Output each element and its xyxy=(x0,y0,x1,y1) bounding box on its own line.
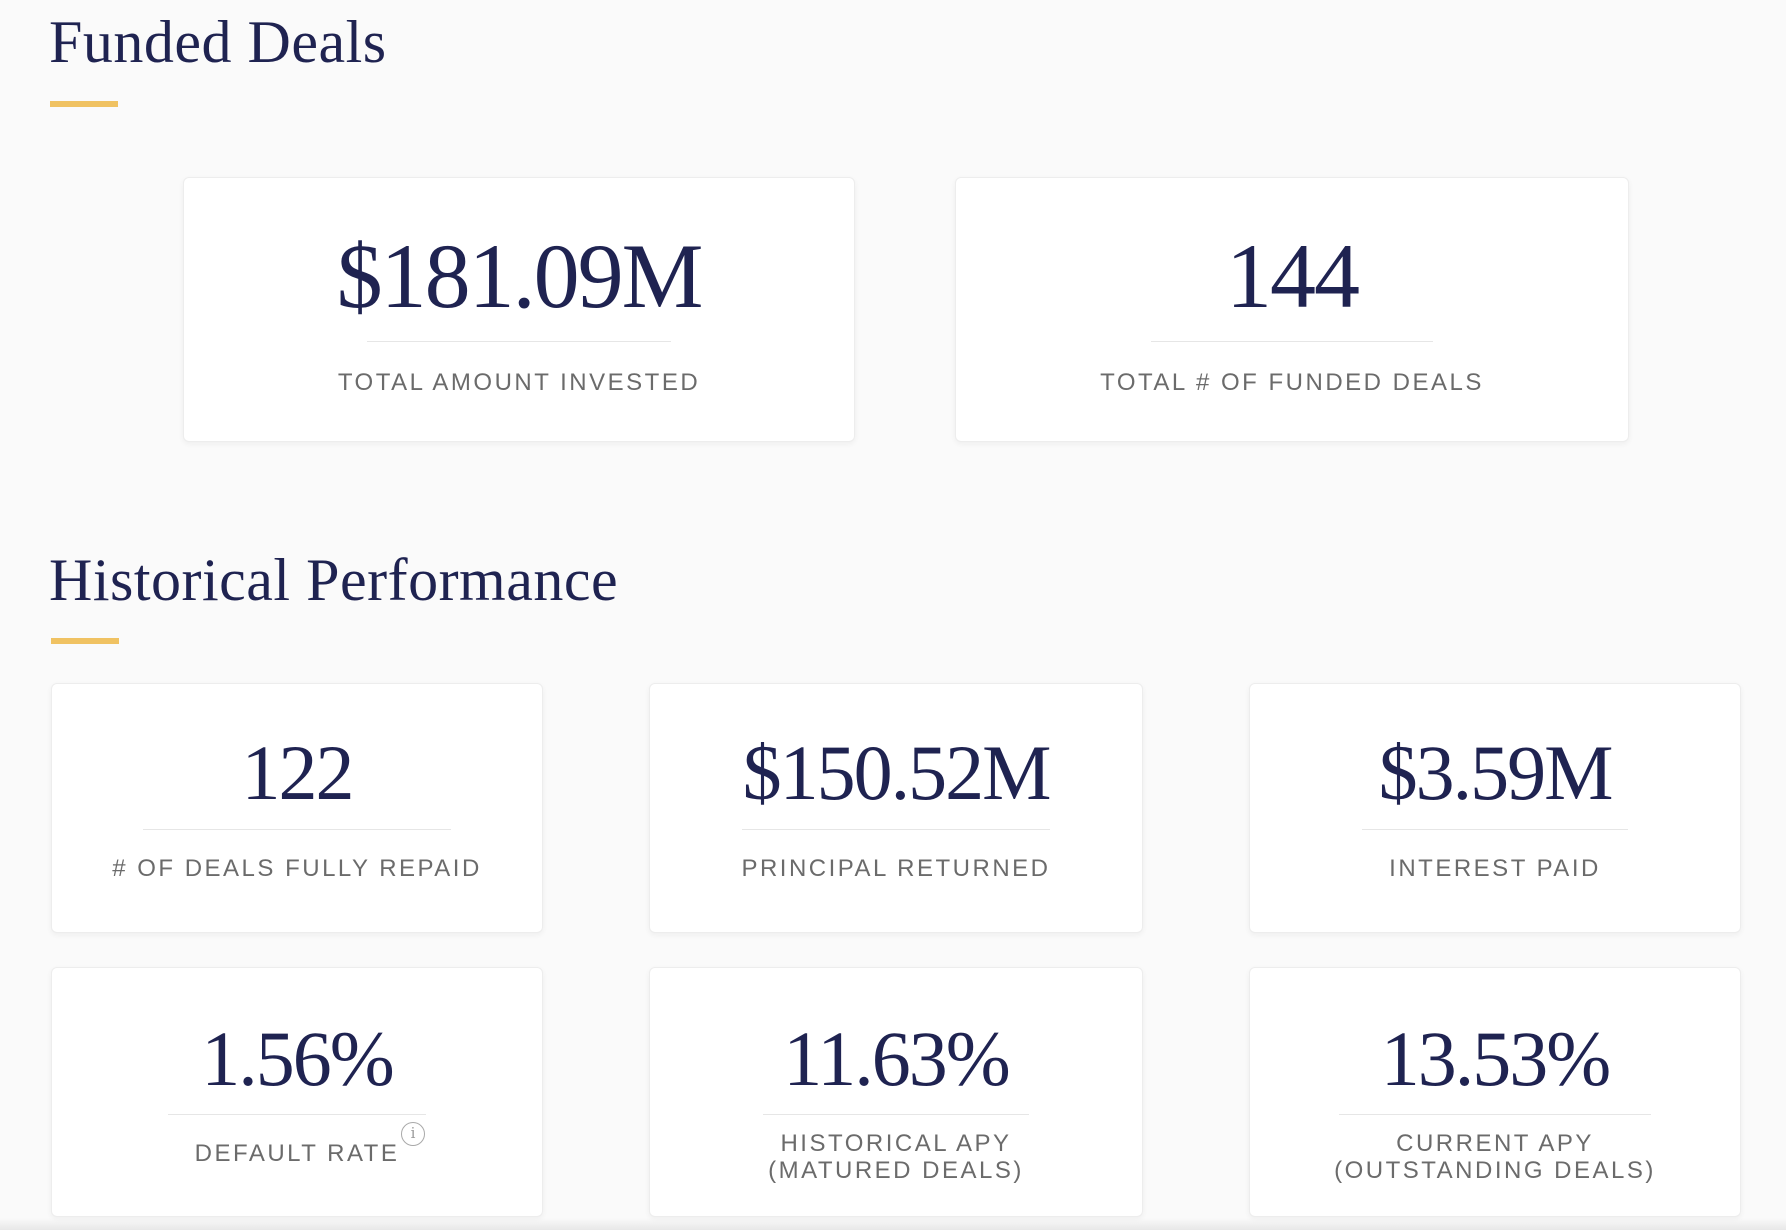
stat-label: # OF DEALS FULLY REPAID xyxy=(112,855,482,882)
stat-card-current-apy: 13.53% CURRENT APY (OUTSTANDING DEALS) xyxy=(1249,967,1741,1217)
funded-deals-title: Funded Deals xyxy=(49,9,387,75)
stat-divider xyxy=(742,829,1050,830)
stat-label: TOTAL AMOUNT INVESTED xyxy=(337,369,701,396)
stat-divider xyxy=(1362,829,1628,830)
stat-card-historical-apy: 11.63% HISTORICAL APY (MATURED DEALS) xyxy=(649,967,1143,1217)
info-icon[interactable]: i xyxy=(401,1122,425,1146)
stat-value: 144 xyxy=(1226,225,1360,327)
stat-card-total-amount-invested: $181.09M TOTAL AMOUNT INVESTED xyxy=(183,177,855,442)
stat-divider xyxy=(367,341,671,342)
stat-value: 1.56% xyxy=(201,1015,394,1102)
stat-label: CURRENT APY (OUTSTANDING DEALS) xyxy=(1250,1130,1740,1184)
stat-label: DEFAULT RATE xyxy=(194,1140,400,1167)
stat-divider xyxy=(1339,1114,1651,1115)
stat-value: 11.63% xyxy=(783,1015,1011,1102)
stat-value: 13.53% xyxy=(1380,1015,1611,1102)
stat-label-line: HISTORICAL APY xyxy=(780,1130,1012,1157)
stat-divider xyxy=(143,829,451,830)
stat-label-line: CURRENT APY xyxy=(1396,1130,1594,1157)
stat-label: HISTORICAL APY (MATURED DEALS) xyxy=(650,1130,1142,1184)
stat-card-interest-paid: $3.59M INTEREST PAID xyxy=(1249,683,1741,933)
stat-value: 122 xyxy=(241,729,355,816)
stat-label-line: (MATURED DEALS) xyxy=(768,1157,1024,1184)
stat-value: $150.52M xyxy=(742,729,1052,816)
stat-card-total-funded-deals: 144 TOTAL # OF FUNDED DEALS xyxy=(955,177,1629,442)
stat-value: $181.09M xyxy=(336,225,704,327)
stat-divider xyxy=(1151,341,1433,342)
historical-performance-accent-bar xyxy=(51,638,119,644)
stat-label-line: (OUTSTANDING DEALS) xyxy=(1334,1157,1656,1184)
stat-card-deals-fully-repaid: 122 # OF DEALS FULLY REPAID xyxy=(51,683,543,933)
stat-divider xyxy=(168,1114,426,1115)
historical-performance-title: Historical Performance xyxy=(49,547,619,613)
stat-label: PRINCIPAL RETURNED xyxy=(741,855,1051,882)
stat-card-default-rate: 1.56% DEFAULT RATE i xyxy=(51,967,543,1217)
stat-value: $3.59M xyxy=(1378,729,1614,816)
stat-card-principal-returned: $150.52M PRINCIPAL RETURNED xyxy=(649,683,1143,933)
funded-deals-accent-bar xyxy=(50,101,118,107)
stat-label: INTEREST PAID xyxy=(1389,855,1601,882)
stat-label: TOTAL # OF FUNDED DEALS xyxy=(1100,369,1484,396)
stat-divider xyxy=(763,1114,1029,1115)
page-bottom-edge xyxy=(0,1218,1786,1230)
